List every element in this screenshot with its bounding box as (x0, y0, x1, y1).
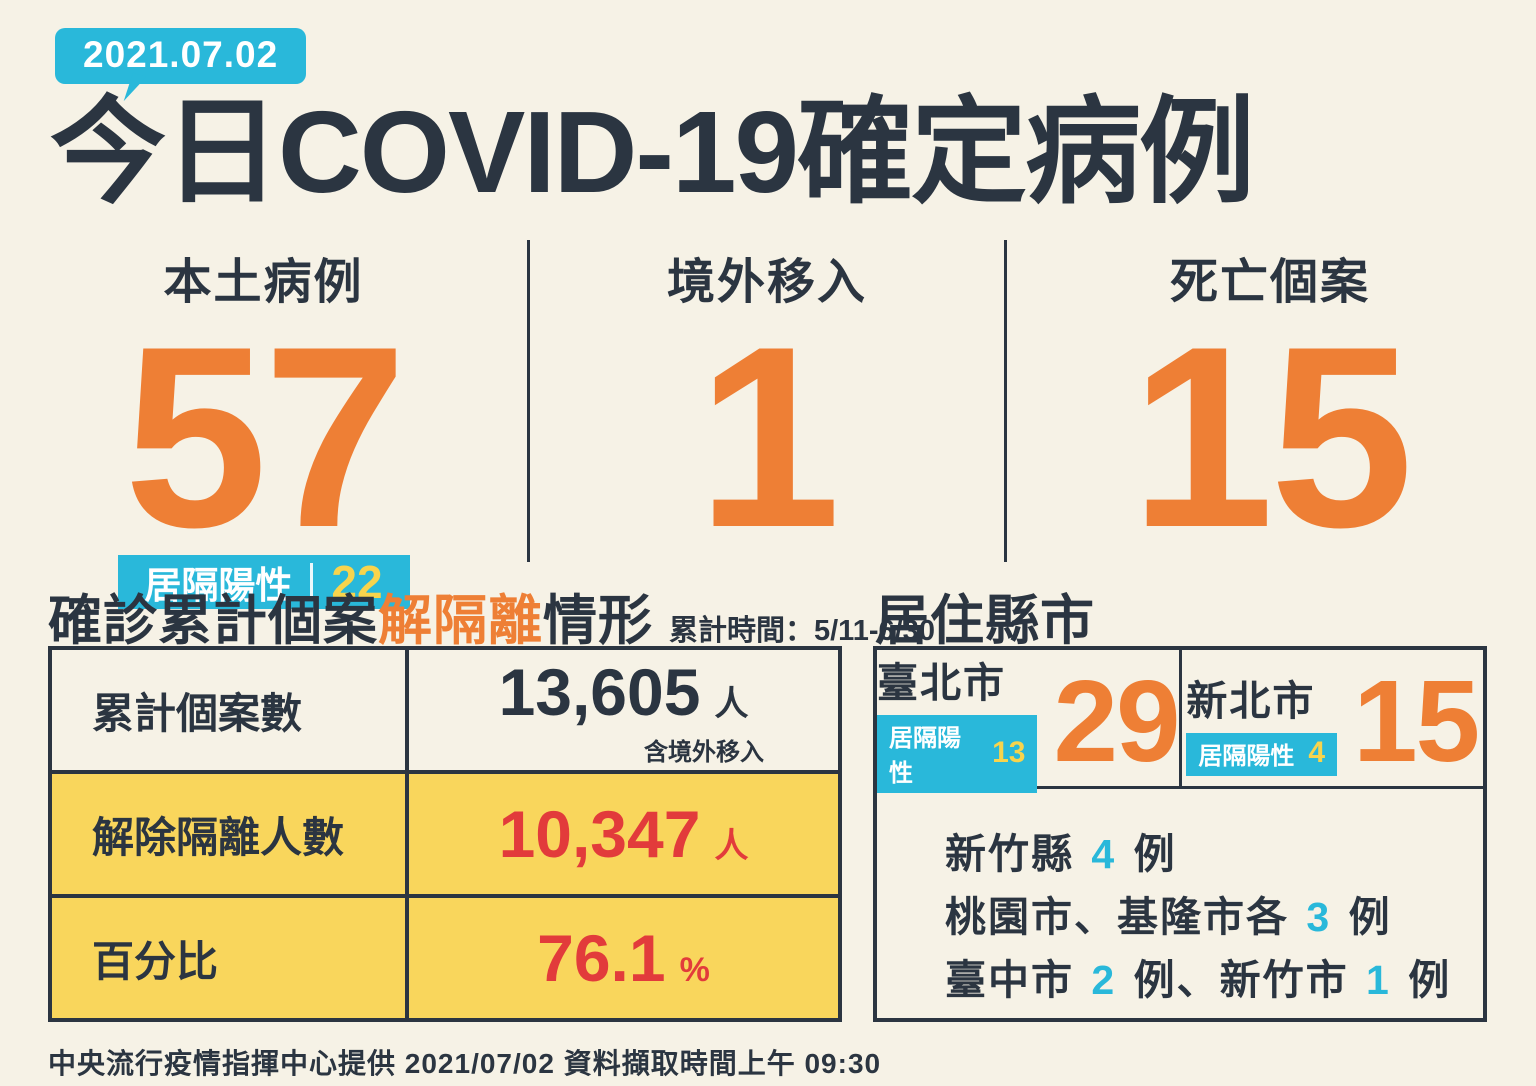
newtaipei-quarantine-badge: 居隔陽性 4 (1186, 732, 1338, 776)
page-title: 今日COVID-19確定病例 (50, 87, 1255, 217)
table-row-total: 累計個案數 13,605 人 含境外移入 (52, 650, 838, 770)
quarantine-positive-label: 居隔陽性 (144, 565, 293, 606)
stat-deaths: 死亡個案 15 (1007, 240, 1533, 581)
city-name-taipei: 臺北市 (877, 660, 1006, 706)
city-cell-taipei: 臺北市 居隔陽性 13 29 (877, 650, 1182, 793)
line1-text: 新竹縣 (945, 831, 1088, 877)
newtaipei-badge-label: 居隔陽性 (1198, 742, 1295, 770)
stat-value-imported: 1 (697, 292, 840, 581)
city-cell-newtaipei: 新北市 居隔陽性 4 15 (1182, 650, 1484, 786)
line3-count1: 2 (1091, 957, 1117, 1003)
quarantine-positive-badge: 居隔陽性 22 (117, 555, 410, 609)
date-badge: 2021.07.02 (55, 28, 307, 84)
isolation-subtitle: 累計時間：5/11-6/30 (669, 615, 935, 647)
city-name-newtaipei: 新北市 (1186, 677, 1316, 724)
footer-source-text: 中央流行疫情指揮中心提供 2021/07/02 資料擷取時間上午 09:30 (48, 1048, 882, 1079)
released-unit: 人 (714, 827, 749, 865)
row-label-total-cases: 累計個案數 (52, 650, 409, 770)
isolation-title-part2: 解隔離 (378, 591, 543, 651)
newtaipei-badge-value: 4 (1308, 736, 1326, 769)
taipei-badge-value: 13 (992, 736, 1026, 769)
row-value-percentage: 76.1 % (409, 898, 838, 1018)
line2-text: 桃園市、基隆市各 (945, 894, 1303, 940)
badge-divider (310, 563, 314, 601)
line1-unit: 例 (1120, 831, 1177, 877)
released-number: 10,347 (498, 797, 701, 871)
line1-count: 4 (1091, 831, 1117, 877)
total-cases-note: 含境外移入 (644, 738, 764, 766)
row-label-released: 解除隔離人數 (52, 774, 409, 894)
stat-label-imported: 境外移入 (666, 256, 867, 309)
line3-text2: 例、新竹市 (1120, 957, 1363, 1003)
stat-label-deaths: 死亡個案 (1169, 256, 1370, 309)
table-row-released: 解除隔離人數 10,347 人 (52, 770, 838, 894)
row-label-percentage: 百分比 (52, 898, 409, 1018)
isolation-title-part1: 確診累計個案 (48, 591, 378, 651)
row-value-total-cases: 13,605 人 含境外移入 (409, 650, 838, 770)
residence-box: 臺北市 居隔陽性 13 29 新北市 居隔陽性 4 15 新竹縣 4 例 桃園市… (873, 646, 1487, 1022)
residence-top-row: 臺北市 居隔陽性 13 29 新北市 居隔陽性 4 15 (877, 650, 1484, 793)
stat-label-local: 本土病例 (163, 256, 364, 309)
county-line-3: 臺中市 2 例、新竹市 1 例 (945, 949, 1483, 1012)
stats-row: 本土病例 57 居隔陽性 22 境外移入 1 死亡個案 15 (0, 240, 1536, 609)
residence-title-text: 居住縣市 (875, 591, 1095, 651)
table-row-percentage: 百分比 76.1 % (52, 894, 838, 1018)
stat-local-cases: 本土病例 57 居隔陽性 22 (0, 240, 527, 609)
taipei-badge-label: 居隔陽性 (889, 725, 961, 787)
line2-unit: 例 (1335, 894, 1392, 940)
residence-section-title: 居住縣市 (875, 576, 1095, 655)
percentage-unit: % (679, 951, 710, 989)
line3-unit: 例 (1394, 957, 1452, 1003)
taipei-quarantine-badge: 居隔陽性 13 (877, 715, 1038, 793)
residence-other-counties: 新竹縣 4 例 桃園市、基隆市各 3 例 臺中市 2 例、新竹市 1 例 (877, 789, 1483, 1018)
stat-imported-cases: 境外移入 1 (527, 240, 1007, 581)
city-value-newtaipei: 15 (1353, 656, 1480, 786)
county-line-2: 桃園市、基隆市各 3 例 (945, 886, 1483, 949)
county-line-1: 新竹縣 4 例 (945, 823, 1483, 886)
row-value-released: 10,347 人 (409, 774, 838, 894)
line2-count: 3 (1306, 894, 1332, 940)
total-cases-number: 13,605 (498, 654, 701, 729)
stat-value-deaths: 15 (1130, 292, 1414, 581)
line3-text1: 臺中市 (945, 957, 1088, 1003)
percentage-number: 76.1 (537, 921, 666, 995)
stat-value-local: 57 (124, 292, 407, 581)
line3-count2: 1 (1366, 957, 1391, 1003)
total-cases-unit: 人 (714, 684, 749, 723)
quarantine-positive-value: 22 (331, 556, 383, 608)
city-value-taipei: 29 (1053, 656, 1180, 786)
isolation-section-title: 確診累計個案 解隔離 情形 累計時間：5/11-6/30 (48, 576, 935, 655)
isolation-title-part3: 情形 (543, 591, 653, 651)
isolation-table: 累計個案數 13,605 人 含境外移入 解除隔離人數 10,347 人 百分比… (48, 646, 842, 1022)
